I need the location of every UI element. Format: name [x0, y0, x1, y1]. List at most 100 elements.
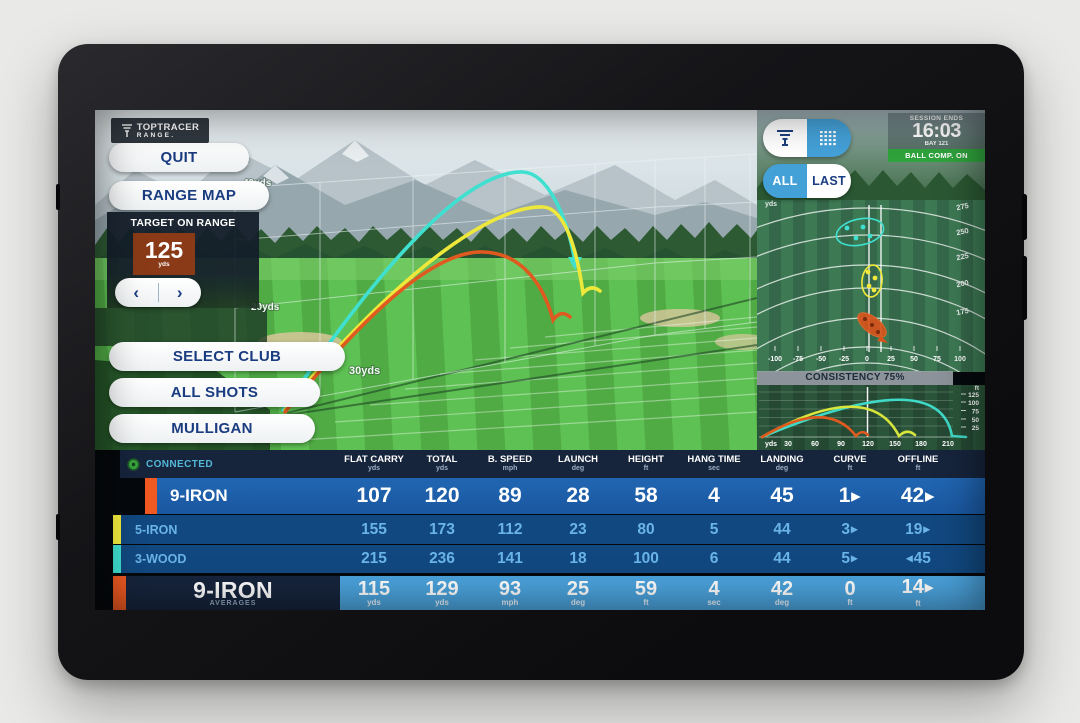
- stat-cell: 3▶: [841, 520, 858, 538]
- stat-cell: 215: [361, 550, 387, 567]
- distance-tick: 60: [811, 441, 819, 448]
- arc-label: 200: [955, 278, 969, 289]
- snow-cap: [263, 165, 289, 184]
- column-header: FLAT CARRY yds: [344, 454, 404, 473]
- stat-cell: 173: [429, 520, 455, 538]
- row-bg: [121, 545, 985, 573]
- axis-label: 0: [865, 356, 869, 363]
- stat-cell: 141: [497, 550, 523, 567]
- averages-row[interactable]: 9-IRON AVERAGES 115 yds 129 yds 93 mph 25 de…: [95, 576, 985, 610]
- stat-cell: 80: [637, 520, 655, 538]
- next-target-button[interactable]: ›: [159, 278, 202, 307]
- table-row-3-wood[interactable]: 3-WOOD 215 236 141 18 100 6 44 5▶ ◀45: [95, 545, 985, 573]
- distance-axis-unit: yds: [765, 441, 777, 448]
- distance-axis-labels: yds 30 60 90 120 150 180 210: [765, 441, 954, 448]
- filter-all-toggle[interactable]: ALL: [763, 164, 807, 198]
- average-cell: 93 mph: [498, 577, 522, 607]
- power-button[interactable]: [1022, 194, 1027, 240]
- average-cell: 0 ft: [844, 577, 856, 607]
- distance-tick: 120: [862, 441, 874, 448]
- connection-status: CONNECTED: [95, 457, 340, 471]
- curve-direction-icon: ▶: [851, 553, 858, 563]
- stat-cell: 23: [569, 520, 587, 538]
- table-row-5-iron[interactable]: 5-IRON 155 173 112 23 80 5 44 3▶ 19▶: [95, 515, 985, 544]
- volume-button[interactable]: [1022, 256, 1027, 320]
- bay-number: BAY 121: [924, 141, 949, 147]
- stat-cell: 58: [634, 484, 658, 507]
- target-stepper: ‹ ›: [115, 278, 201, 307]
- quit-button[interactable]: QUIT: [109, 143, 249, 172]
- table-header-row: CONNECTED FLAT CARRY yds TOTAL yds B. SPEE…: [95, 450, 985, 478]
- club-name: 3-WOOD: [135, 552, 187, 566]
- stat-cell: 42▶: [900, 484, 935, 507]
- column-header: TOTAL yds: [426, 454, 458, 473]
- dispersion-panel: yds 275 250 225 200 175: [757, 110, 985, 450]
- height-axis-unit: ft: [975, 385, 980, 392]
- column-header: CURVE ft: [833, 454, 867, 473]
- club-color-bar-9-iron: [145, 478, 157, 514]
- table-row-9-iron[interactable]: 9-IRON 107 120 89 28 58 4 45 1▶ 42▶: [95, 478, 985, 514]
- height-axis-labels: ft 125 100 75 50 25: [968, 385, 980, 432]
- stat-cell: 19▶: [905, 520, 930, 538]
- snow-cap: [342, 140, 369, 162]
- side-view-chart: ft 125 100 75 50 25 yds 30 60 90 120 150: [757, 385, 985, 450]
- offline-direction-icon: ▶: [925, 491, 935, 503]
- stat-cell: ◀45: [906, 550, 931, 567]
- stat-cell: 236: [429, 550, 455, 567]
- arc-label: 225: [955, 251, 969, 262]
- offline-direction-icon: ▶: [923, 523, 930, 534]
- toptracer-logo: TOPTRACER RANGE.: [111, 118, 209, 143]
- shot-stats-table: CONNECTED FLAT CARRY yds TOTAL yds B. SPEE…: [95, 450, 985, 610]
- filter-last-toggle[interactable]: LAST: [807, 164, 851, 198]
- select-club-button[interactable]: SELECT CLUB: [109, 342, 345, 371]
- toptracer-logo-icon: [121, 123, 132, 137]
- lateral-axis-ticks: [774, 346, 961, 351]
- lateral-axis-labels: -100 -75 -50 -25 0 25 50 75 100: [768, 356, 966, 363]
- map-unit-label: yds: [765, 201, 777, 208]
- connected-icon: [127, 457, 140, 471]
- row-bg: [121, 515, 985, 544]
- average-cell: 42 deg: [770, 577, 794, 607]
- axis-label: -75: [793, 356, 803, 363]
- stat-cell: 5: [709, 520, 719, 538]
- column-header: LANDING deg: [760, 454, 804, 473]
- height-tick: 125: [968, 392, 979, 399]
- tee-view-icon: [777, 130, 793, 146]
- stat-cell: 4: [708, 484, 720, 507]
- average-cell: 4 sec: [707, 577, 721, 607]
- all-shots-button[interactable]: ALL SHOTS: [109, 378, 320, 407]
- axis-label: 25: [887, 356, 895, 363]
- range-map-button[interactable]: RANGE MAP: [109, 181, 269, 210]
- stat-cell: 89: [498, 484, 522, 507]
- target-distance-value: 125: [144, 237, 184, 263]
- distance-tick: 150: [889, 441, 901, 448]
- curve-direction-icon: ▶: [851, 491, 861, 503]
- shot-cluster-9-iron: [857, 312, 888, 343]
- stat-cell: 44: [773, 550, 791, 567]
- previous-target-button[interactable]: ‹: [115, 278, 158, 307]
- grid-view-toggle[interactable]: [807, 119, 851, 157]
- distance-tick: 30: [784, 441, 792, 448]
- averages-values-bg: [340, 576, 985, 610]
- mulligan-button[interactable]: MULLIGAN: [109, 414, 315, 443]
- side-trajectory-5-iron: [760, 405, 917, 439]
- average-cell: 115 yds: [357, 577, 391, 607]
- averages-color-bar: [113, 576, 126, 610]
- stat-cell: 18: [569, 550, 587, 567]
- consistency-badge: CONSISTENCY 75%: [757, 371, 953, 385]
- header-bar: [120, 450, 985, 478]
- tee-view-toggle[interactable]: [763, 119, 807, 157]
- speaker-slot: [56, 184, 60, 210]
- target-on-range-panel: TARGET ON RANGE 125 yds ‹ ›: [107, 212, 259, 308]
- average-cell: 129 yds: [425, 577, 459, 607]
- axis-label: 50: [910, 356, 918, 363]
- distance-tick: 180: [915, 441, 927, 448]
- side-trajectory-3-wood: [760, 398, 968, 439]
- view-mode-toggle: [763, 119, 851, 157]
- shot-cluster-5-iron: [861, 264, 883, 298]
- stat-cell: 28: [566, 484, 590, 507]
- offline-direction-icon: ▶: [924, 582, 934, 594]
- trajectory-3-wood: [281, 170, 577, 412]
- height-tick: 75: [972, 409, 980, 416]
- distance-tick: 210: [942, 441, 954, 448]
